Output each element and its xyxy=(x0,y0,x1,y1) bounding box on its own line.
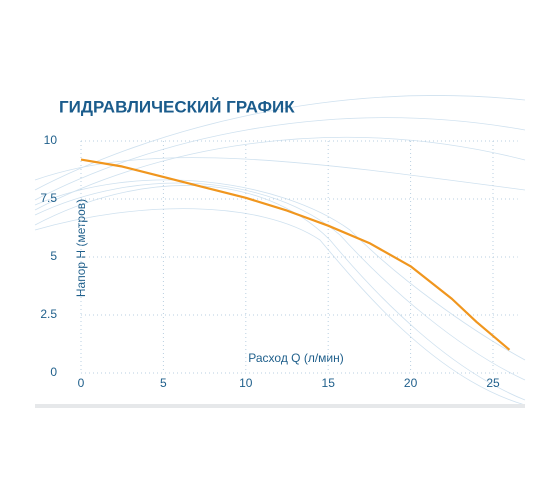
y-tick-label: 2.5 xyxy=(40,307,57,321)
x-tick-label: 25 xyxy=(486,376,500,390)
chart-title: ГИДРАВЛИЧЕСКИЙ ГРАФИК xyxy=(59,97,295,116)
y-axis-label: Напор H (метров) xyxy=(74,199,88,297)
footer-bar xyxy=(35,404,525,408)
x-tick-label: 20 xyxy=(404,376,418,390)
y-tick-label: 5 xyxy=(50,249,57,263)
x-tick-label: 0 xyxy=(78,376,85,390)
x-tick-label: 10 xyxy=(239,376,253,390)
decoration xyxy=(34,95,526,406)
line xyxy=(80,158,511,351)
y-tick-label: 10 xyxy=(44,133,58,147)
x-tick-label: 15 xyxy=(322,376,336,390)
y-tick-label: 0 xyxy=(50,365,57,379)
y-tick-label: 7.5 xyxy=(40,191,57,205)
x-tick-label: 5 xyxy=(160,376,167,390)
x-axis-label: Расход Q (л/мин) xyxy=(248,351,343,365)
